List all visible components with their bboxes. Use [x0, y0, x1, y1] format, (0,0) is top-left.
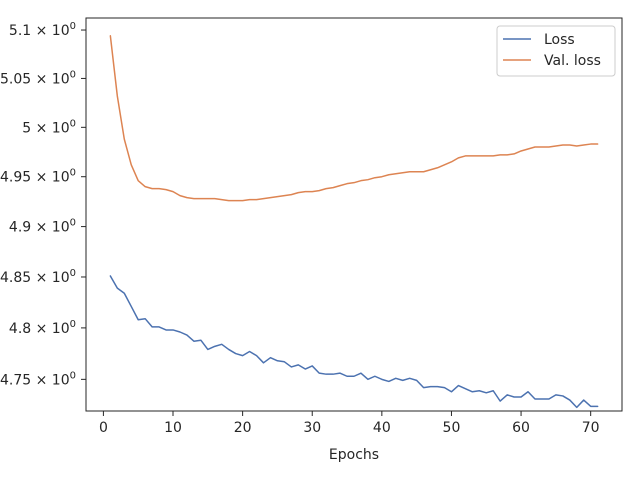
y-tick-times-ten: × 10 — [31, 270, 69, 286]
y-tick-mantissa: 5.1 — [9, 23, 31, 39]
y-tick-mantissa: 4.95 — [0, 170, 31, 186]
y-tick-mantissa: 5.05 — [0, 71, 31, 87]
x-axis-label: Epochs — [329, 447, 379, 463]
y-tick-exponent: 0 — [70, 21, 76, 32]
y-tick-mantissa: 5 — [22, 120, 31, 136]
x-tick-label: 50 — [443, 420, 461, 436]
y-tick-label: 4.9 × 100 — [9, 218, 76, 236]
y-tick-times-ten: × 10 — [31, 321, 69, 337]
y-tick-times-ten: × 10 — [31, 71, 69, 87]
plot-frame — [85, 17, 623, 412]
series-line-loss — [109, 275, 599, 409]
x-tick-label: 70 — [582, 420, 600, 436]
y-tick-label: 5 × 100 — [22, 118, 76, 136]
series-line-val-loss — [109, 35, 599, 202]
plot-lines — [109, 35, 599, 409]
y-tick-mantissa: 4.75 — [0, 372, 31, 388]
y-tick-mantissa: 4.85 — [0, 270, 31, 286]
y-tick-label: 5.1 × 100 — [9, 21, 76, 39]
y-tick-exponent: 0 — [70, 218, 76, 229]
y-tick-times-ten: × 10 — [31, 23, 69, 39]
y-tick-exponent: 0 — [70, 69, 76, 80]
x-axis: 0 10 20 30 40 50 60 70 — [99, 411, 600, 436]
x-tick-label: 40 — [373, 420, 391, 436]
y-tick-times-ten: × 10 — [31, 120, 69, 136]
y-tick-times-ten: × 10 — [31, 220, 69, 236]
y-tick-mantissa: 4.9 — [9, 220, 31, 236]
legend: Loss Val. loss — [496, 25, 616, 77]
legend-label: Val. loss — [544, 53, 601, 69]
y-tick-exponent: 0 — [70, 168, 76, 179]
y-tick-exponent: 0 — [70, 370, 76, 381]
y-tick-times-ten: × 10 — [31, 372, 69, 388]
legend-label: Loss — [544, 32, 575, 48]
x-tick-label: 30 — [303, 420, 321, 436]
x-tick-label: 0 — [99, 420, 108, 436]
y-tick-label: 4.75 × 100 — [0, 370, 76, 388]
x-tick-label: 10 — [164, 420, 182, 436]
x-tick-label: 20 — [234, 420, 252, 436]
y-tick-mantissa: 4.8 — [9, 321, 31, 337]
y-tick-exponent: 0 — [70, 118, 76, 129]
y-tick-exponent: 0 — [70, 268, 76, 279]
x-tick-label: 60 — [512, 420, 530, 436]
y-tick-label: 4.85 × 100 — [0, 268, 76, 286]
y-tick-label: 4.95 × 100 — [0, 168, 76, 186]
y-tick-exponent: 0 — [70, 319, 76, 330]
y-tick-times-ten: × 10 — [31, 170, 69, 186]
y-tick-label: 5.05 × 100 — [0, 69, 76, 87]
y-tick-label: 4.8 × 100 — [9, 319, 76, 337]
